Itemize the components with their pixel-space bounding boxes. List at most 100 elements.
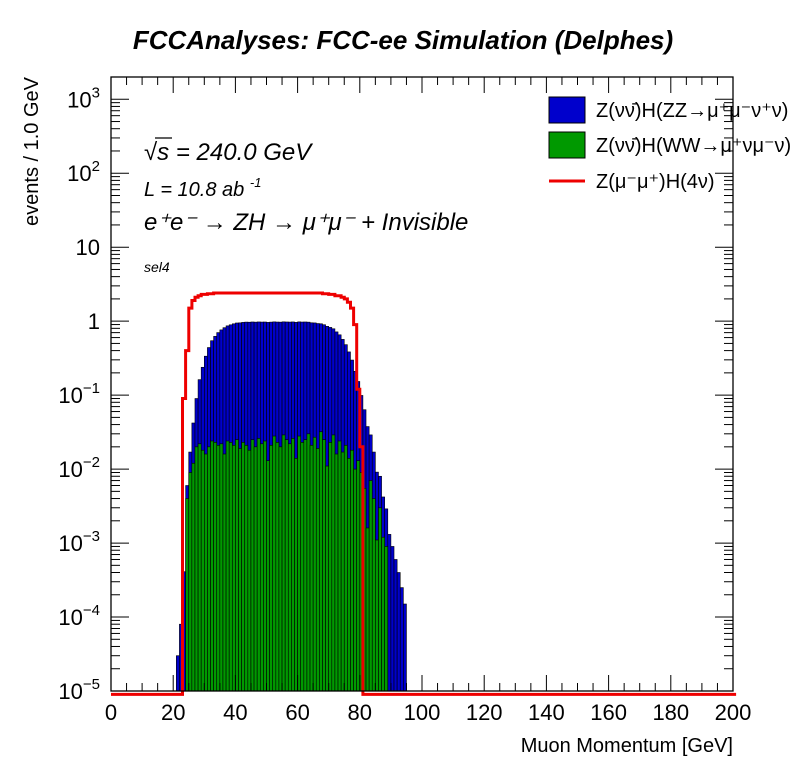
sqrt-symbol: √s: [144, 139, 169, 166]
bar-zz-94: [403, 603, 407, 692]
y-tick-label: 10: [76, 235, 100, 260]
bar-ww-76: [347, 457, 351, 692]
bar-zz-89: [387, 534, 392, 692]
bar-ww-64: [309, 444, 314, 692]
bar-ww-31: [207, 446, 211, 692]
bar-ww-48: [259, 443, 264, 692]
bar-ww-63: [306, 433, 311, 692]
legend-swatch-1: [548, 131, 586, 159]
x-tick-label: 0: [105, 700, 117, 725]
selection-annotation: sel4: [144, 259, 170, 275]
bar-ww-46: [253, 446, 258, 692]
bar-ww-88: [384, 546, 389, 692]
x-tick-label: 60: [285, 700, 309, 725]
bar-ww-53: [275, 442, 280, 692]
bar-ww-85: [375, 539, 379, 692]
y-tick-label: 10−3: [58, 528, 100, 556]
bar-ww-60: [297, 435, 302, 692]
x-tick-label: 80: [348, 700, 372, 725]
bar-ww-39: [231, 444, 236, 692]
bar-ww-51: [269, 444, 274, 692]
x-tick-label: 20: [161, 700, 185, 725]
bar-ww-57: [287, 443, 292, 692]
y-tick-label: 10−2: [58, 454, 100, 482]
x-tick-label: 40: [223, 700, 247, 725]
bar-ww-50: [266, 460, 270, 692]
bar-ww-36: [222, 453, 227, 692]
axis-ticks: 0 20 40 60 80 100 120 140 160 180 200 10−5 10−4 10−3 1…: [58, 76, 751, 725]
legend-label-2: Z(μ⁻μ⁺)H(4ν): [596, 171, 715, 193]
y-axis-label: events / 1.0 GeV: [21, 76, 43, 226]
y-tick-label: 10−5: [58, 676, 100, 704]
bar-ww-79: [356, 460, 361, 692]
lumi-annotation: L = 10.8 ab -1: [144, 175, 261, 201]
x-tick-label: 180: [652, 700, 689, 725]
bar-zz-21: [176, 655, 180, 692]
bar-ww-84: [371, 498, 376, 692]
bar-ww-32: [210, 440, 214, 692]
bar-ww-37: [225, 440, 230, 692]
line-signal: [111, 291, 737, 696]
bar-ww-59: [294, 457, 298, 692]
sqrt-s-annotation: √s = 240.0 GeV: [144, 139, 313, 166]
bar-ww-35: [219, 443, 224, 692]
bar-ww-45: [250, 439, 255, 692]
bar-ww-30: [204, 453, 208, 692]
bar-ww-70: [328, 442, 333, 692]
bar-ww-40: [235, 439, 239, 692]
bar-ww-78: [353, 468, 357, 692]
bar-ww-65: [312, 436, 317, 692]
bar-ww-66: [315, 448, 320, 692]
bar-ww-77: [350, 449, 354, 692]
bar-ww-33: [213, 442, 218, 692]
y-tick-label: 102: [67, 158, 100, 186]
bar-ww-71: [331, 434, 336, 692]
bar-ww-27: [194, 446, 199, 692]
legend: Z(νν̄)H(ZZ→μ⁺μ⁻ν⁺ν) Z(νν̄)H(WW→μ⁺νμ⁻ν) Z(μ…: [548, 96, 791, 193]
bar-ww-41: [238, 448, 242, 692]
chart-title: FCCAnalyses: FCC-ee Simulation (Delphes): [133, 25, 673, 55]
bar-ww-58: [291, 438, 295, 692]
bar-ww-43: [244, 444, 249, 692]
bar-ww-26: [191, 462, 196, 692]
bar-ww-69: [325, 465, 329, 692]
bar-ww-82: [365, 527, 370, 692]
bar-ww-62: [303, 439, 308, 692]
x-tick-label: 120: [466, 700, 503, 725]
legend-swatch-0: [548, 96, 586, 124]
bar-ww-87: [381, 536, 385, 692]
bar-ww-52: [272, 435, 277, 692]
bar-ww-67: [319, 431, 323, 692]
x-tick-label: 160: [590, 700, 627, 725]
bar-ww-74: [340, 451, 345, 692]
x-tick-label: 100: [404, 700, 441, 725]
bar-ww-38: [228, 442, 233, 692]
sqrt-s-value: = 240.0 GeV: [176, 139, 313, 166]
bar-ww-29: [200, 449, 205, 692]
y-tick-label: 10−4: [58, 602, 100, 630]
bar-zz-93: [399, 587, 404, 692]
annotations: √s = 240.0 GeV L = 10.8 ab -1 e⁺e⁻ → ZH …: [144, 137, 468, 275]
bar-ww-55: [281, 434, 286, 692]
process-annotation: e⁺e⁻ → ZH → μ⁺μ⁻ + Invisible: [144, 209, 468, 236]
bar-ww-42: [241, 442, 246, 692]
y-tick-label: 103: [67, 84, 100, 112]
plot-frame: [110, 76, 734, 692]
y-tick-label: 10−1: [58, 380, 100, 408]
bar-ww-44: [247, 449, 252, 692]
bar-ww-72: [334, 453, 339, 692]
legend-label-0: Z(νν̄)H(ZZ→μ⁺μ⁻ν⁺ν): [596, 100, 788, 122]
bar-ww-28: [197, 443, 202, 692]
x-tick-label: 140: [528, 700, 565, 725]
y-tick-label: 1: [88, 309, 100, 334]
bar-ww-24: [185, 498, 190, 692]
bar-ww-86: [378, 507, 382, 692]
bar-ww-56: [284, 439, 289, 692]
bar-zz-92: [396, 572, 401, 692]
legend-label-1: Z(νν̄)H(WW→μ⁺νμ⁻ν): [596, 135, 791, 157]
bar-ww-73: [337, 440, 342, 692]
bar-ww-61: [300, 442, 305, 692]
bar-zz-90: [390, 546, 395, 692]
plot-area: [111, 291, 737, 696]
